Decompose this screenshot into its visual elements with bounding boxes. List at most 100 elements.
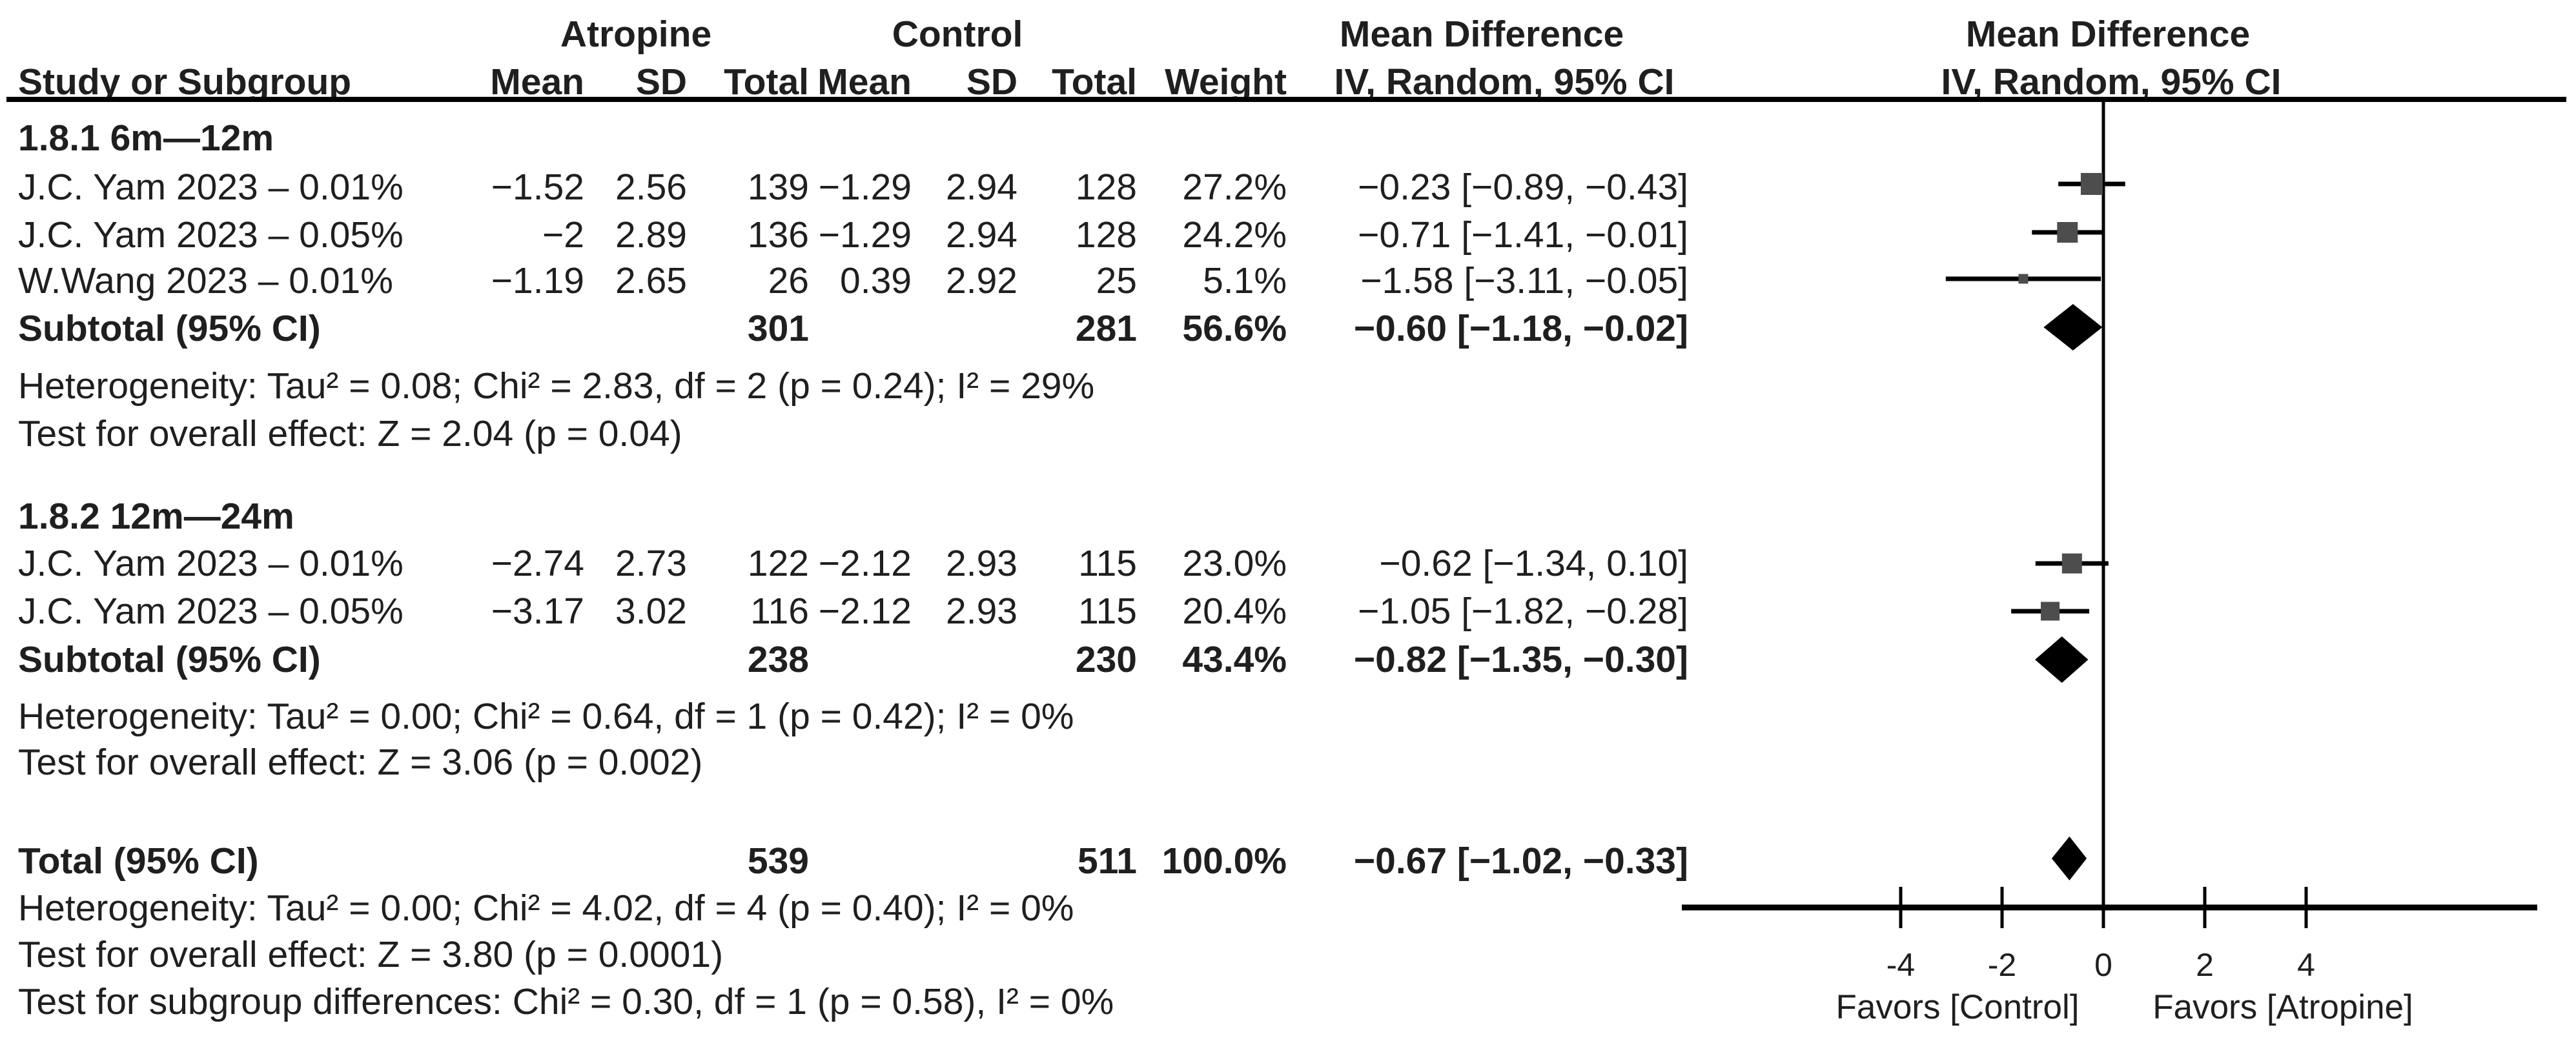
subtotal-total-control: 230	[1075, 639, 1137, 680]
mean-control-value: −2.12	[818, 591, 912, 632]
subtotal-weight: 56.6%	[1182, 308, 1287, 349]
favors-right-label: Favors [Atropine]	[2152, 988, 2413, 1026]
header-rule	[6, 97, 2566, 102]
total-control-value: 128	[1075, 214, 1137, 256]
group-header-atropine: Atropine	[560, 14, 712, 55]
mean-atropine-value: −1.19	[491, 260, 584, 301]
mean-atropine-value: −2	[542, 214, 584, 256]
study-weight-square	[2018, 274, 2029, 284]
plot-markers	[1945, 173, 2125, 880]
sd-control-value: 2.94	[946, 214, 1017, 256]
mean-atropine-value: −1.52	[491, 167, 584, 208]
x-tick-label: 4	[2297, 947, 2315, 983]
total-total-control: 511	[1078, 840, 1137, 882]
section-title: 1.8.1 6m—12m	[18, 117, 274, 159]
sd-atropine-value: 3.02	[615, 591, 687, 632]
subtotal-label: Subtotal (95% CI)	[18, 639, 321, 680]
total-label: Total (95% CI)	[18, 840, 259, 882]
summary-diamond	[2035, 636, 2089, 683]
study-weight-square	[2080, 173, 2103, 195]
sd-control-value: 2.94	[946, 167, 1017, 208]
ci-text: −0.71 [−1.41, −0.01]	[1358, 214, 1688, 256]
x-tick-label: 2	[2196, 947, 2214, 983]
sd-atropine-value: 2.56	[615, 167, 687, 208]
total-control-value: 128	[1075, 167, 1137, 208]
weight-value: 5.1%	[1203, 260, 1287, 301]
total-control-value: 115	[1078, 543, 1137, 584]
overall-effect-note: Test for overall effect: Z = 3.80 (p = 0…	[18, 934, 724, 975]
mean-atropine-value: −3.17	[491, 591, 584, 632]
summary-diamond	[2043, 304, 2103, 350]
x-tick-label: 0	[2094, 947, 2112, 983]
col-header-mean-control: Mean	[817, 61, 912, 103]
study-weight-square	[2041, 602, 2060, 621]
col-header-weight: Weight	[1165, 61, 1287, 103]
col-header-total-control: Total	[1052, 61, 1137, 103]
total-control-value: 25	[1096, 260, 1137, 301]
ci-text: −1.05 [−1.82, −0.28]	[1358, 591, 1688, 632]
section-title: 1.8.2 12m—24m	[18, 496, 294, 537]
col-header-sd-control: SD	[966, 61, 1017, 103]
mean-control-value: −2.12	[818, 543, 912, 584]
col-header-mean-atropine: Mean	[490, 61, 584, 103]
mean-control-value: −1.29	[818, 214, 912, 256]
sd-atropine-value: 2.73	[615, 543, 687, 584]
col-header-ci-right: IV, Random, 95% CI	[1941, 61, 2282, 103]
heterogeneity-note: Heterogeneity: Tau² = 0.00; Chi² = 0.64,…	[18, 696, 1074, 737]
subtotal-weight: 43.4%	[1182, 639, 1287, 680]
subtotal-total-atropine: 301	[747, 308, 809, 349]
group-header-control: Control	[892, 14, 1023, 55]
col-header-sd-atropine: SD	[635, 61, 687, 103]
total-atropine-value: 139	[747, 167, 809, 208]
heterogeneity-note: Heterogeneity: Tau² = 0.00; Chi² = 4.02,…	[18, 887, 1074, 929]
study-label: W.Wang 2023 – 0.01%	[18, 260, 393, 301]
total-total-atropine: 539	[747, 840, 809, 882]
sd-atropine-value: 2.89	[615, 214, 687, 256]
total-atropine-value: 116	[750, 591, 809, 632]
study-label: J.C. Yam 2023 – 0.05%	[18, 591, 404, 632]
summary-diamond	[2051, 836, 2087, 880]
total-weight: 100.0%	[1161, 840, 1287, 882]
subtotal-ci-text: −0.60 [−1.18, −0.02]	[1353, 308, 1688, 349]
study-weight-square	[2057, 222, 2078, 243]
study-label: J.C. Yam 2023 – 0.05%	[18, 214, 404, 256]
subtotal-total-control: 281	[1075, 308, 1137, 349]
subtotal-label: Subtotal (95% CI)	[18, 308, 321, 349]
subtotal-ci-text: −0.82 [−1.35, −0.30]	[1353, 639, 1688, 680]
x-tick-label: -4	[1886, 947, 1915, 983]
col-header-ci-left: IV, Random, 95% CI	[1334, 61, 1675, 103]
sd-atropine-value: 2.65	[615, 260, 687, 301]
sd-control-value: 2.93	[946, 543, 1017, 584]
weight-value: 20.4%	[1182, 591, 1287, 632]
weight-value: 27.2%	[1182, 167, 1287, 208]
mean-atropine-value: −2.74	[491, 543, 584, 584]
subgroup-differences-note: Test for subgroup differences: Chi² = 0.…	[18, 981, 1114, 1022]
overall-effect-note: Test for overall effect: Z = 2.04 (p = 0…	[18, 413, 682, 454]
total-control-value: 115	[1078, 591, 1137, 632]
x-tick-label: -2	[1988, 947, 2016, 983]
subtotal-total-atropine: 238	[747, 639, 809, 680]
total-atropine-value: 122	[747, 543, 809, 584]
sd-control-value: 2.92	[946, 260, 1017, 301]
mean-control-value: 0.39	[840, 260, 912, 301]
study-weight-square	[2061, 553, 2082, 574]
heterogeneity-note: Heterogeneity: Tau² = 0.08; Chi² = 2.83,…	[18, 365, 1095, 407]
ci-text: −0.62 [−1.34, 0.10]	[1379, 543, 1688, 584]
sd-control-value: 2.93	[946, 591, 1017, 632]
col-header-total-atropine: Total	[724, 61, 809, 103]
total-atropine-value: 26	[768, 260, 809, 301]
ci-text: −0.23 [−0.89, −0.43]	[1358, 167, 1688, 208]
study-label: J.C. Yam 2023 – 0.01%	[18, 543, 404, 584]
total-atropine-value: 136	[747, 214, 809, 256]
total-ci-text: −0.67 [−1.02, −0.33]	[1353, 840, 1688, 882]
study-label: J.C. Yam 2023 – 0.01%	[18, 167, 404, 208]
mean-control-value: −1.29	[818, 167, 912, 208]
group-header-mean-difference-left: Mean Difference	[1339, 14, 1624, 55]
weight-value: 23.0%	[1182, 543, 1287, 584]
overall-effect-note: Test for overall effect: Z = 3.06 (p = 0…	[18, 742, 703, 783]
favors-left-label: Favors [Control]	[1835, 988, 2079, 1026]
col-header-study: Study or Subgroup	[18, 61, 352, 103]
weight-value: 24.2%	[1182, 214, 1287, 256]
